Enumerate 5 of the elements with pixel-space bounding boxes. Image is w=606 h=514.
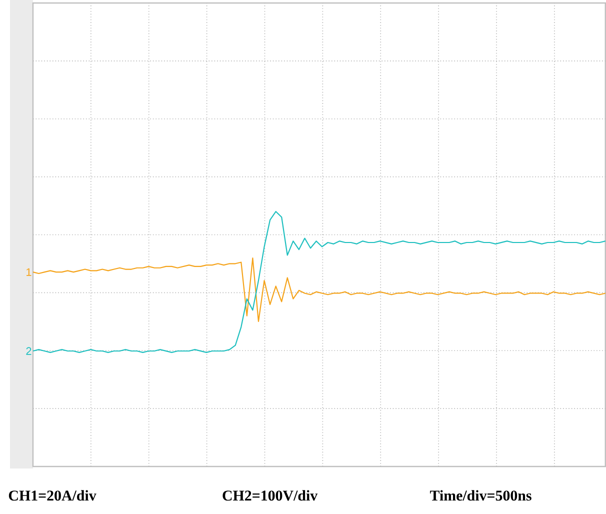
text: CH1=20A/div [8, 490, 96, 500]
text: Time/div=500ns [430, 490, 532, 500]
series-label: 1 [26, 268, 32, 276]
series-label: 2 [26, 346, 32, 355]
text: CH2=100V/div [222, 490, 318, 500]
